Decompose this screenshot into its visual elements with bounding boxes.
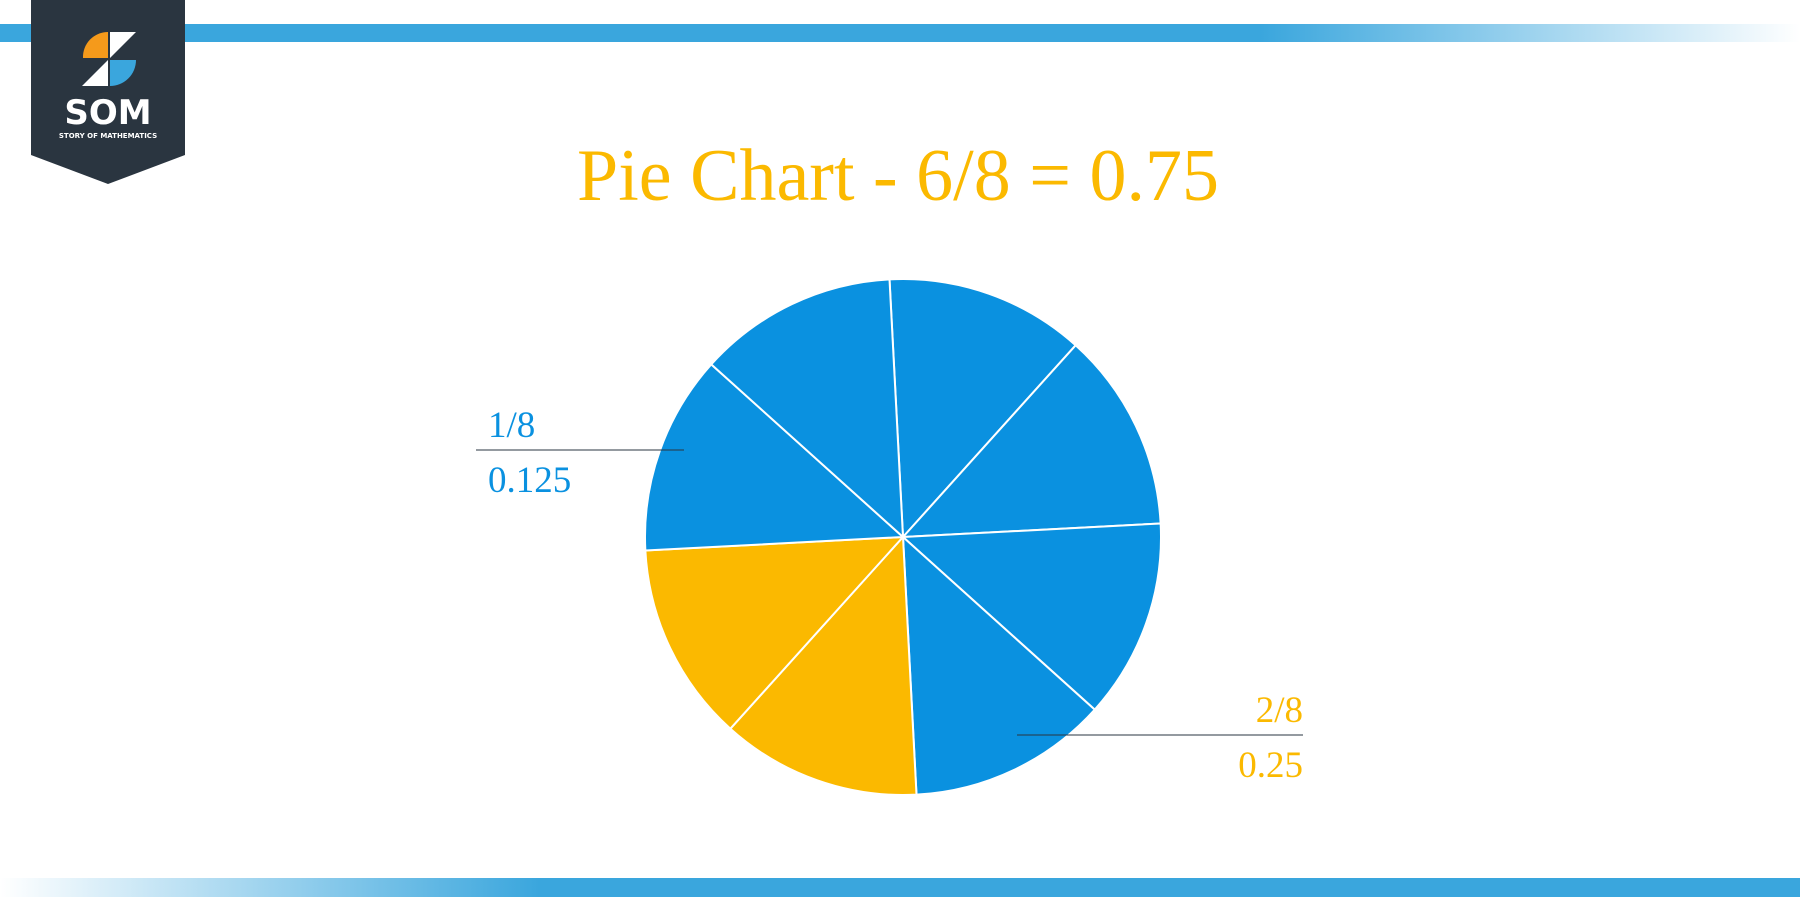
annotation-fraction: 2/8	[1256, 690, 1303, 731]
bottom-bar	[0, 878, 1800, 897]
logo-tagline: STORY OF MATHEMATICS	[59, 132, 157, 140]
chart-title: Pie Chart - 6/8 = 0.75	[577, 135, 1219, 217]
pie-slice	[709, 278, 905, 540]
annotation-decimal: 0.25	[1238, 745, 1303, 786]
logo-mark	[110, 32, 136, 58]
logo: SOM STORY OF MATHEMATICS	[31, 0, 185, 184]
pie-slice	[901, 534, 1097, 796]
logo-badge	[31, 0, 185, 184]
logo-mark	[82, 60, 108, 86]
logo-mark	[110, 60, 136, 86]
pie-slice	[888, 278, 1078, 540]
pie-slice	[644, 362, 906, 552]
annotation-fraction: 1/8	[488, 405, 535, 446]
pie-slice	[728, 534, 918, 796]
pie	[644, 278, 1163, 796]
logo-name: SOM	[64, 93, 151, 133]
top-bar	[0, 24, 1800, 42]
logo-mark	[82, 31, 108, 58]
pie-slice	[900, 522, 1163, 712]
pie-slice	[644, 535, 906, 731]
annotations: 1/8 0.125 2/8 0.25	[476, 405, 1303, 786]
annotation-decimal: 0.125	[488, 460, 571, 501]
pie-slice	[900, 343, 1162, 539]
